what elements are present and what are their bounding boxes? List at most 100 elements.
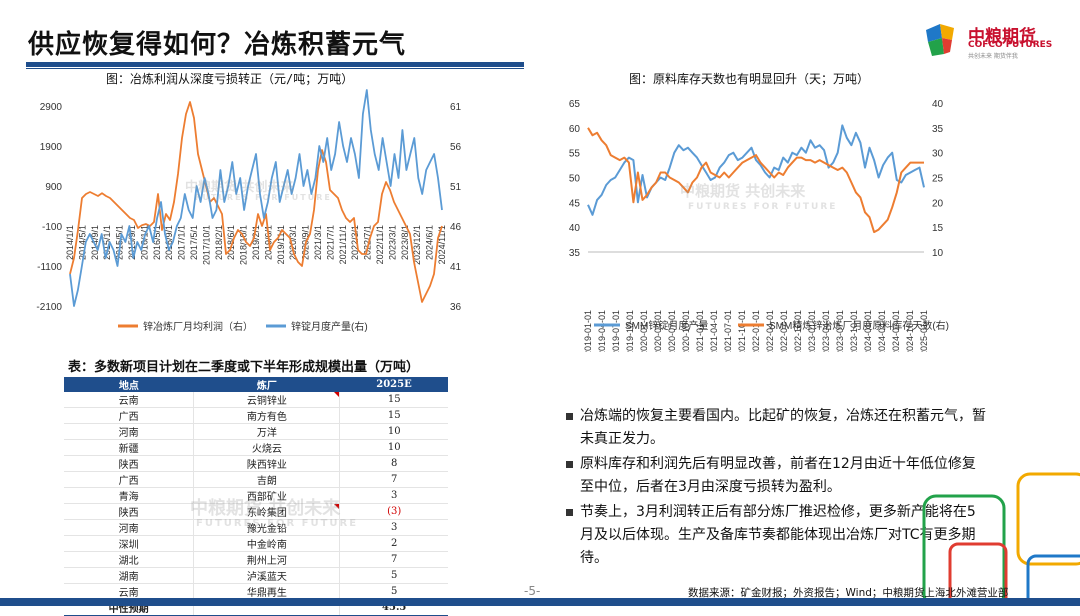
- table-caption: 表：多数新项目计划在二季度或下半年形成规模出量（万吨）: [68, 360, 420, 375]
- cell-plant: 火烧云: [193, 439, 341, 456]
- x-tick-label: 2019-01-01: [583, 310, 593, 352]
- x-tick-label: 2022-07-01: [779, 310, 789, 352]
- x-tick-label: 2023-10-01: [849, 310, 859, 352]
- plant-name: 南方有色: [246, 412, 287, 423]
- col-header-2025e: 2025E: [339, 377, 448, 392]
- cell-value: 15: [339, 407, 448, 424]
- table-row: 湖南 泸溪蓝天 5: [64, 567, 448, 584]
- x-tick-label: 2016/1/1: [139, 225, 149, 260]
- bullet-point: 节奏上，3月利润转正后有部分炼厂推迟检修，更多新产能将在5月及以后体现。生产及备…: [566, 501, 986, 570]
- y-right-tick-label: 40: [932, 99, 944, 110]
- x-tick-label: 2024-01-01: [863, 310, 873, 352]
- cell-plant: 西部矿业: [193, 487, 341, 504]
- x-tick-label: 2021/7/1: [325, 225, 335, 260]
- cell-plant: 南方有色: [193, 407, 341, 424]
- x-tick-label: 2016/9/1: [164, 225, 174, 260]
- y-left-tick-label: -100: [42, 222, 62, 233]
- legend-label: 锌冶炼厂月均利润（右）: [143, 320, 253, 333]
- x-tick-label: 2021/11/1: [338, 225, 348, 264]
- y-left-tick-label: 2900: [40, 102, 63, 113]
- x-tick-label: 2019/11/1: [276, 225, 286, 264]
- cell-location: 新疆: [64, 439, 194, 456]
- cell-value: 15: [339, 392, 448, 408]
- x-tick-label: 2025-01-01: [919, 310, 929, 352]
- plant-name: 东岭集团: [246, 508, 287, 519]
- cell-location: 陕西: [64, 455, 194, 472]
- table-row: 深圳 中金岭南 2: [64, 535, 448, 552]
- y-left-tick-label: -2100: [36, 302, 62, 313]
- y-left-tick-label: 60: [569, 124, 581, 135]
- table-row: 陕西 陕西锌业 8: [64, 455, 448, 472]
- x-tick-label: 2014/5/1: [77, 225, 87, 260]
- logo-slogan: 共创未来 期货伴我: [968, 53, 1018, 60]
- y-right-tick-label: 51: [450, 182, 462, 193]
- x-tick-label: 2021-01-01: [695, 310, 705, 352]
- plant-name: 火烧云: [251, 444, 282, 455]
- chart1-caption: 图：冶炼利润从深度亏损转正（元/吨；万吨）: [106, 72, 354, 86]
- x-tick-label: 2022/3/1: [350, 225, 360, 260]
- data-source: 数据来源：矿金财报；外资报告；Wind；中粮期货上海北外滩营业部: [688, 587, 1009, 599]
- comment-flag-icon: [334, 392, 340, 397]
- x-tick-label: 2016/5/1: [152, 225, 162, 260]
- x-tick-label: 2020-04-01: [653, 310, 663, 352]
- plant-name: 华鼎再生: [246, 588, 287, 599]
- cell-value: 7: [339, 551, 448, 568]
- y-right-tick-label: 30: [932, 149, 944, 160]
- cell-location: 湖北: [64, 551, 194, 568]
- x-tick-label: 2023-07-01: [835, 310, 845, 352]
- x-tick-label: 2019-07-01: [611, 310, 621, 352]
- y-left-tick-label: 50: [569, 174, 581, 185]
- cell-plant: 中金岭南: [193, 535, 341, 552]
- x-tick-label: 2024-07-01: [891, 310, 901, 352]
- cell-value: 3: [339, 519, 448, 536]
- table-row: 河南 豫光金铅 3: [64, 519, 448, 536]
- x-tick-label: 2024-10-01: [905, 310, 915, 352]
- cell-plant: 陕西锌业: [193, 455, 341, 472]
- x-tick-label: 2020/3/1: [288, 225, 298, 260]
- plant-name: 泸溪蓝天: [246, 572, 287, 583]
- legend-label: SMM锌锭月度产量: [625, 319, 708, 332]
- x-tick-label: 2017/10/1: [201, 225, 211, 265]
- plant-name: 吉朗: [256, 476, 277, 487]
- cofco-logo-icon: [926, 24, 954, 56]
- series-line-left: [69, 101, 443, 303]
- page-title: 供应恢复得如何？冶炼积蓄元气: [28, 30, 407, 60]
- table-row: 广西 南方有色 15: [64, 407, 448, 424]
- watermark-cn: 中粮期货 共创未来: [680, 182, 806, 200]
- table-row: 陕西 东岭集团 (3): [64, 503, 448, 520]
- x-tick-label: 2023-01-01: [807, 310, 817, 352]
- series-line-right: [69, 89, 443, 307]
- watermark-cn: 中粮期货 共创未来: [190, 498, 341, 519]
- x-tick-label: 2024-04-01: [877, 310, 887, 352]
- plant-name: 万洋: [256, 428, 277, 439]
- x-tick-label: 2023/12/1: [412, 225, 422, 265]
- y-right-tick-label: 25: [932, 174, 944, 185]
- legend-label: SMM精炼锌冶炼厂月度原料库存天数(右): [769, 319, 949, 332]
- watermark-en: FUTURES FOR FUTURE: [196, 518, 359, 529]
- cell-value: 7: [339, 471, 448, 488]
- cell-plant: 万洋: [193, 423, 341, 440]
- x-tick-label: 2018/2/1: [214, 225, 224, 260]
- table-header-row: 地点 炼厂 2025E: [64, 377, 448, 392]
- y-right-tick-label: 46: [450, 222, 462, 233]
- y-right-tick-label: 56: [450, 142, 462, 153]
- y-left-tick-label: 55: [569, 149, 581, 160]
- x-tick-label: 2023/3/1: [387, 225, 397, 260]
- x-tick-label: 2018/6/1: [226, 225, 236, 260]
- x-tick-label: 2022-01-01: [751, 310, 761, 352]
- cell-value: 10: [339, 439, 448, 456]
- cell-location: 河南: [64, 519, 194, 536]
- plant-name: 豫光金铅: [246, 524, 287, 535]
- cell-location: 广西: [64, 471, 194, 488]
- cell-value: (3): [339, 503, 448, 520]
- y-left-tick-label: 1900: [40, 142, 63, 153]
- x-tick-label: 2020-07-01: [667, 310, 677, 352]
- y-right-tick-label: 35: [932, 124, 944, 135]
- cell-plant: 荆州上河: [193, 551, 341, 568]
- plant-name: 西部矿业: [246, 492, 287, 503]
- cell-location: 广西: [64, 407, 194, 424]
- logo-en-text: COFCO FUTURES: [968, 40, 1053, 50]
- corner-decoration: [922, 472, 1080, 600]
- cell-location: 深圳: [64, 535, 194, 552]
- y-left-tick-label: 900: [45, 182, 62, 193]
